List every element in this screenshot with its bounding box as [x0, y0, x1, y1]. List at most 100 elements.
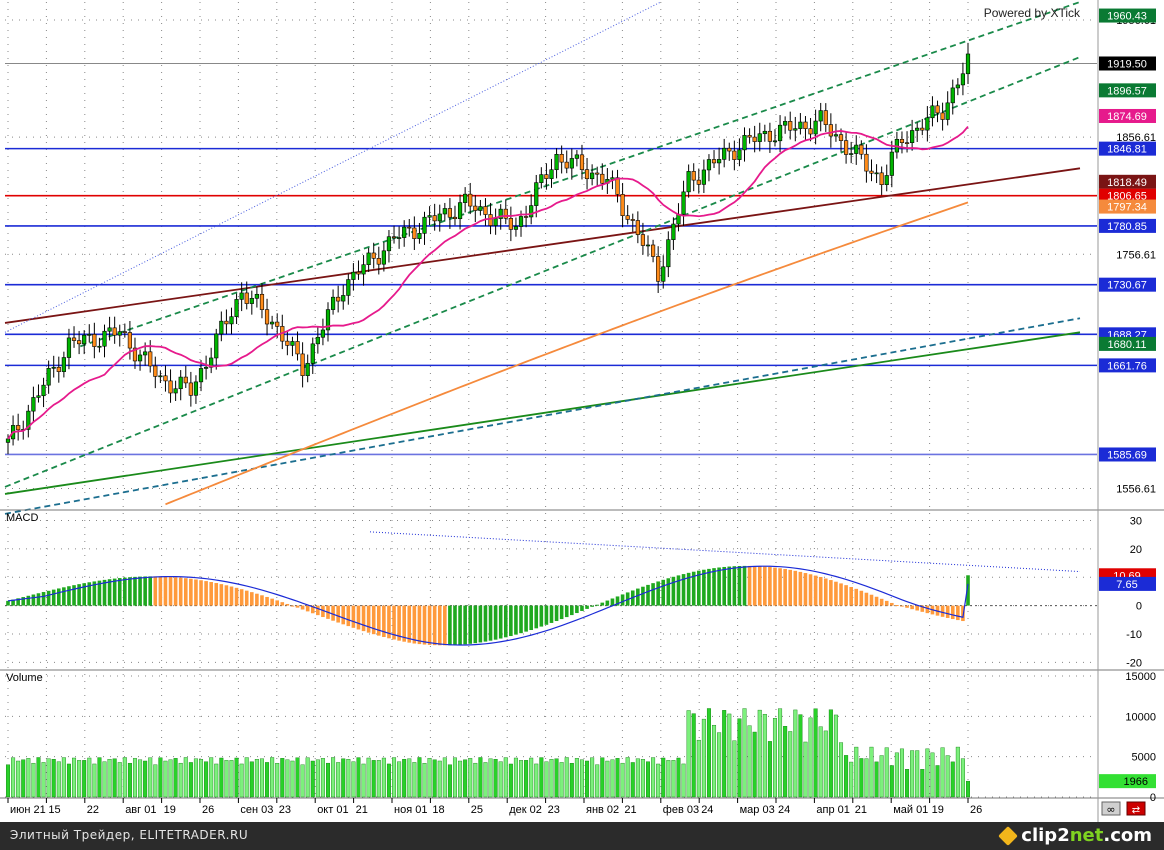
volume-bar [742, 708, 747, 798]
volume-bar [331, 757, 336, 798]
macd-bar [295, 605, 300, 608]
macd-bar [41, 592, 46, 606]
x-tick-label: апр 01 [816, 804, 849, 816]
candle-body [336, 296, 341, 302]
macd-bar [316, 605, 320, 616]
volume-bar [249, 761, 254, 798]
candle-body [620, 194, 625, 217]
candle-body [183, 376, 188, 384]
candle-body [534, 182, 539, 206]
price-label-text: 1797.34 [1107, 202, 1147, 214]
volume-bar [960, 758, 965, 798]
candle-body [412, 227, 417, 239]
price-label-box [1099, 218, 1156, 233]
macd-bar [199, 580, 203, 606]
price-label-text: 1730.67 [1107, 280, 1147, 292]
volume-bar [686, 710, 691, 798]
volume-bar [615, 758, 620, 798]
macd-bar [437, 605, 442, 646]
volume-bar [397, 761, 402, 798]
candle-body [691, 171, 696, 181]
volume-bar [493, 759, 498, 798]
candle-body [910, 130, 915, 144]
candle-body [137, 354, 143, 362]
macd-bar [204, 581, 208, 606]
macd-bar [133, 576, 137, 606]
macd-bar [11, 599, 15, 606]
volume-bar [407, 758, 412, 798]
macd-bar [509, 605, 513, 637]
candle-body [173, 388, 178, 394]
macd-bar [143, 576, 147, 606]
volume-bar [265, 762, 270, 798]
price-label-text: 1780.85 [1107, 221, 1147, 233]
volume-bar [590, 757, 595, 798]
volume-bar [442, 757, 447, 798]
volume-bar [310, 760, 315, 798]
macd-tick-label: 30 [1130, 516, 1142, 528]
candle-body [879, 172, 884, 186]
volume-bar [412, 762, 417, 798]
candle-body [757, 133, 762, 142]
macd-tick-label: -20 [1126, 657, 1142, 669]
candle-body [473, 205, 478, 211]
macd-bar [763, 566, 767, 606]
macd-bar [275, 600, 280, 606]
macd-bar [778, 568, 782, 606]
macd-signal-line [7, 565, 969, 646]
macd-bar [559, 605, 564, 620]
volume-bar [925, 748, 930, 798]
macd-bar [808, 574, 813, 606]
volume-bar [651, 757, 656, 798]
macd-bar [890, 602, 894, 606]
macd-bar [605, 600, 610, 606]
macd-bar [950, 605, 955, 620]
candle-body [574, 154, 579, 159]
volume-bar [767, 741, 772, 798]
candle-body [701, 169, 706, 185]
candle-body [498, 208, 503, 219]
macd-bar [554, 605, 559, 622]
macd-bar [910, 605, 914, 610]
clip2net-logo[interactable]: clip2net.com [998, 825, 1152, 846]
volume-bar [36, 757, 41, 798]
candle-body [661, 266, 666, 282]
volume-bar [671, 760, 676, 798]
x-tick-label: 15 [48, 804, 60, 816]
volume-bar [61, 757, 66, 798]
candle-body [320, 329, 326, 338]
volume-bar [16, 760, 21, 798]
candle-body [488, 214, 493, 226]
volume-bar [320, 758, 325, 798]
macd-bar [371, 605, 376, 635]
volume-bar [783, 726, 788, 798]
candle-body [224, 320, 229, 325]
volume-bar [564, 757, 569, 798]
macd-bar [869, 594, 874, 606]
link-button[interactable]: ∞ [1101, 801, 1121, 816]
macd-bar [402, 605, 406, 642]
volume-bar [661, 757, 666, 798]
x-tick-label: 24 [701, 804, 713, 816]
candle-body [452, 216, 458, 220]
candle-body [249, 298, 254, 304]
volume-bar [254, 759, 259, 798]
macd-bar [102, 579, 107, 606]
macd-bar [483, 605, 488, 642]
candle-body [539, 174, 544, 183]
volume-bar [966, 780, 971, 798]
candle-body [61, 357, 66, 372]
volume-bar [727, 713, 732, 798]
candle-body [92, 334, 97, 347]
trend-line [4, 331, 1081, 495]
macd-bar [905, 605, 909, 608]
candle-body [808, 128, 813, 135]
candle-body [544, 174, 549, 179]
macd-bar [219, 584, 224, 606]
candle-body [148, 351, 153, 367]
volume-bar [381, 757, 386, 798]
x-tick-label: мар 03 [740, 804, 775, 816]
close-button[interactable]: ⇄ [1126, 801, 1146, 816]
volume-bar [163, 760, 168, 798]
macd-bar [884, 600, 889, 606]
